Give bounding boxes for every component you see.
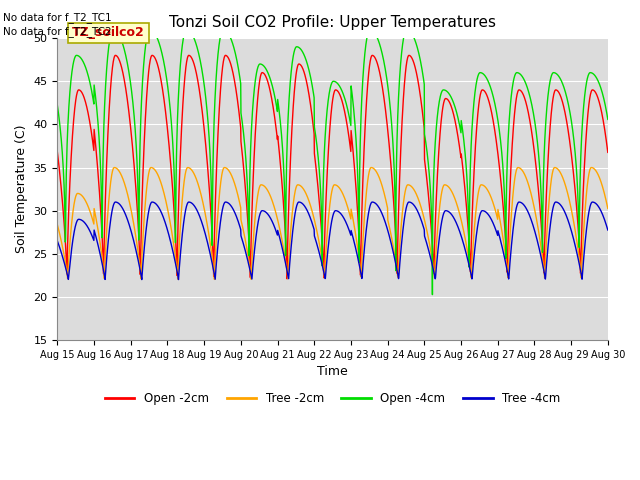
Tree -2cm — [493, 213, 500, 219]
Tree -4cm — [604, 227, 612, 233]
Line: Tree -2cm: Tree -2cm — [58, 168, 608, 279]
Tree -2cm — [184, 165, 191, 170]
Text: TZ_soilco2: TZ_soilco2 — [72, 26, 145, 39]
Open -2cm — [361, 134, 369, 140]
Tree -2cm — [571, 226, 579, 232]
Open -4cm — [493, 111, 500, 117]
Open -2cm — [349, 144, 356, 149]
Tree -4cm — [369, 199, 376, 205]
Open -4cm — [571, 147, 579, 153]
Tree -2cm — [349, 216, 356, 221]
X-axis label: Time: Time — [317, 365, 348, 378]
Open -2cm — [604, 149, 612, 155]
Tree -2cm — [604, 205, 612, 211]
Open -4cm — [556, 75, 563, 81]
Tree -4cm — [361, 243, 369, 249]
Open -2cm — [556, 91, 563, 97]
Tree -2cm — [361, 208, 369, 214]
Tree -4cm — [54, 238, 61, 244]
Line: Open -4cm: Open -4cm — [58, 29, 608, 295]
Tree -2cm — [211, 276, 218, 282]
Open -4cm — [349, 96, 356, 102]
Open -4cm — [604, 117, 612, 122]
Open -2cm — [284, 276, 291, 282]
Line: Open -2cm: Open -2cm — [58, 55, 608, 279]
Tree -2cm — [556, 168, 563, 174]
Open -2cm — [54, 149, 61, 155]
Text: No data for f_T2_TC1: No data for f_T2_TC1 — [3, 12, 112, 23]
Title: Tonzi Soil CO2 Profile: Upper Temperatures: Tonzi Soil CO2 Profile: Upper Temperatur… — [169, 15, 496, 30]
Open -2cm — [571, 185, 579, 191]
Tree -2cm — [207, 247, 215, 252]
Tree -2cm — [54, 222, 61, 228]
Open -4cm — [109, 26, 117, 32]
Open -2cm — [369, 52, 376, 58]
Tree -4cm — [207, 255, 215, 261]
Line: Tree -4cm: Tree -4cm — [58, 202, 608, 279]
Tree -4cm — [349, 233, 356, 239]
Legend: Open -2cm, Tree -2cm, Open -4cm, Tree -4cm: Open -2cm, Tree -2cm, Open -4cm, Tree -4… — [100, 387, 565, 410]
Tree -4cm — [556, 201, 563, 207]
Tree -4cm — [493, 230, 500, 236]
Open -2cm — [493, 143, 500, 149]
Tree -4cm — [571, 241, 579, 247]
Open -4cm — [54, 103, 61, 108]
Open -4cm — [207, 179, 215, 185]
Y-axis label: Soil Temperature (C): Soil Temperature (C) — [15, 125, 28, 253]
Tree -4cm — [138, 276, 146, 282]
Open -4cm — [361, 53, 369, 59]
Text: No data for f_T2_TC2: No data for f_T2_TC2 — [3, 26, 112, 37]
Open -2cm — [207, 210, 214, 216]
Open -4cm — [429, 292, 436, 298]
